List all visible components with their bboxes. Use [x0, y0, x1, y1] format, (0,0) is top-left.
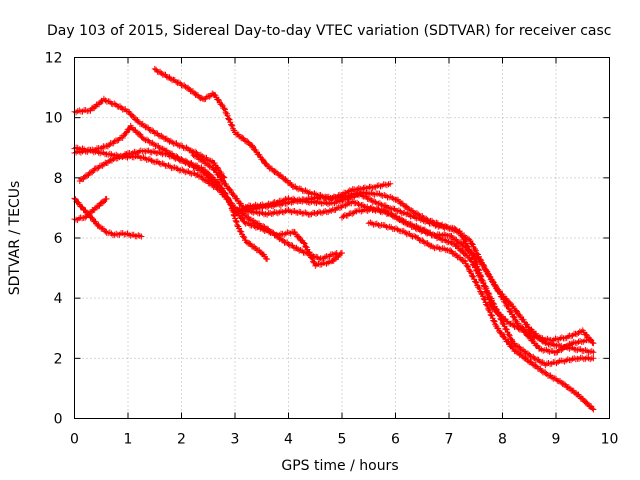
- series-sat-i: [339, 205, 597, 369]
- x-tick-label: 3: [231, 432, 240, 448]
- x-tick-label: 4: [284, 432, 293, 448]
- y-tick-label: 4: [54, 291, 63, 307]
- x-tick-label: 0: [70, 432, 79, 448]
- x-tick-label: 10: [601, 432, 619, 448]
- series-sat-j: [365, 219, 597, 413]
- x-axis-label: GPS time / hours: [281, 458, 398, 474]
- x-tick-label: 1: [124, 432, 133, 448]
- y-axis-label: SDTVAR / TECUs: [7, 181, 23, 296]
- y-tick-label: 0: [54, 412, 63, 428]
- series-layer: [71, 65, 597, 413]
- chart-title: Day 103 of 2015, Sidereal Day-to-day VTE…: [47, 23, 611, 39]
- y-tick-label: 12: [45, 51, 63, 67]
- y-tick-label: 8: [54, 171, 63, 187]
- x-tick-label: 9: [552, 432, 561, 448]
- y-tick-label: 10: [45, 111, 63, 127]
- x-tick-label: 8: [498, 432, 507, 448]
- x-tick-label: 2: [177, 432, 186, 448]
- x-tick-label: 6: [391, 432, 400, 448]
- series-sat-d: [76, 147, 345, 269]
- series-markers: [339, 205, 597, 369]
- series-markers: [76, 147, 345, 269]
- series-sat-k: [71, 195, 145, 240]
- y-tick-label: 6: [54, 231, 63, 247]
- x-tick-label: 5: [338, 432, 347, 448]
- grid-layer: [74, 57, 610, 419]
- y-tick-label: 2: [54, 351, 63, 367]
- series-markers: [365, 219, 597, 413]
- x-tick-label: 7: [445, 432, 454, 448]
